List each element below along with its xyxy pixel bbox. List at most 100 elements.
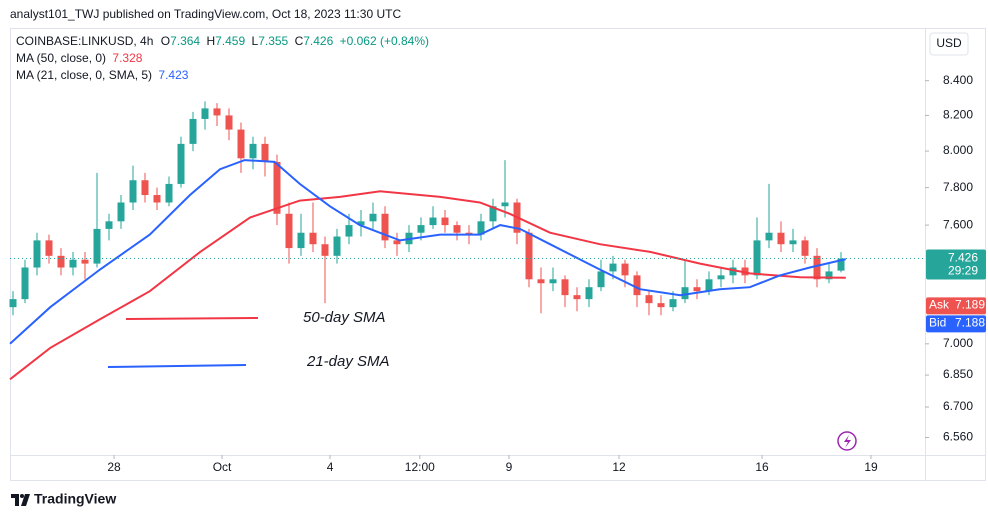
bid-value: 7.188 bbox=[955, 316, 985, 330]
candle-body bbox=[189, 118, 197, 144]
ma-legend: MA (21, close, 0, SMA, 5) 7.423 bbox=[16, 68, 189, 82]
y-tick-label: 6.560 bbox=[943, 430, 973, 444]
candle-body bbox=[81, 259, 89, 264]
candle-body bbox=[93, 228, 101, 264]
bid-label: Bid bbox=[929, 316, 946, 330]
y-tick-label: 7.600 bbox=[943, 217, 973, 231]
candle-body bbox=[501, 202, 509, 207]
legend-name: MA (50, close, 0) bbox=[16, 51, 106, 65]
y-tick-label: 8.400 bbox=[943, 73, 973, 87]
ma-line bbox=[9, 159, 847, 345]
candle-body bbox=[333, 236, 341, 256]
x-tick-label: 12:00 bbox=[405, 460, 435, 474]
candle-body bbox=[201, 108, 209, 119]
y-tick-label: 8.200 bbox=[943, 108, 973, 122]
candle-body bbox=[417, 225, 425, 233]
candle-body bbox=[57, 255, 65, 268]
candle-body bbox=[357, 221, 365, 226]
candle-body bbox=[681, 287, 689, 300]
candle-body bbox=[645, 295, 653, 304]
candle-body bbox=[105, 221, 113, 229]
candle-body bbox=[453, 225, 461, 233]
ohlc-label: O bbox=[161, 34, 170, 48]
ohlc-label: H bbox=[206, 34, 215, 48]
publisher-line: analyst101_TWJ published on TradingView.… bbox=[10, 7, 401, 21]
candle-body bbox=[381, 213, 389, 241]
ohlc-label: L bbox=[252, 34, 259, 48]
change: +0.062 (+0.84%) bbox=[340, 34, 429, 48]
candle-body bbox=[285, 213, 293, 249]
ohlc-legend: COINBASE:LINKUSD, 4h O7.364 H7.459 L7.35… bbox=[16, 34, 429, 48]
candle-body bbox=[321, 244, 329, 256]
bid-box bbox=[926, 315, 986, 333]
candle-body bbox=[561, 279, 569, 296]
ask-label: Ask bbox=[929, 298, 950, 312]
logo-dot bbox=[20, 494, 24, 498]
candle-body bbox=[45, 240, 53, 256]
ohlc-label: C bbox=[295, 34, 304, 48]
annotation-line bbox=[107, 364, 247, 368]
x-tick-label: 16 bbox=[755, 460, 769, 474]
last-price-label: 7.426 bbox=[948, 251, 978, 265]
candle-body bbox=[573, 295, 581, 300]
candle-body bbox=[597, 271, 605, 288]
candle-body bbox=[69, 259, 77, 268]
candle-body bbox=[729, 267, 737, 276]
currency[interactable]: USD bbox=[936, 36, 962, 50]
candle-body bbox=[585, 287, 593, 300]
candle-body bbox=[837, 258, 845, 271]
candle-body bbox=[249, 143, 257, 159]
candle-body bbox=[489, 206, 497, 222]
alert-icon[interactable] bbox=[837, 431, 857, 451]
annotation: 21-day SMA bbox=[306, 353, 390, 370]
x-tick-label: 9 bbox=[506, 460, 513, 474]
candle-body bbox=[621, 263, 629, 276]
candle-body bbox=[237, 129, 245, 159]
logo bbox=[11, 494, 30, 506]
candle-body bbox=[117, 202, 125, 222]
candle-body bbox=[657, 303, 665, 308]
ask-value: 7.189 bbox=[955, 298, 985, 312]
last-price-box bbox=[926, 249, 986, 280]
countdown: 29:29 bbox=[948, 264, 978, 278]
alert-bolt bbox=[844, 435, 851, 448]
legend-name: MA (21, close, 0, SMA, 5) bbox=[16, 68, 152, 82]
x-tick-label: 12 bbox=[612, 460, 626, 474]
y-tick-label: 6.850 bbox=[943, 367, 973, 381]
candle-body bbox=[369, 213, 377, 222]
candle-body bbox=[801, 240, 809, 256]
candle-body bbox=[273, 161, 281, 214]
candle-body bbox=[177, 143, 185, 184]
candle-body bbox=[825, 271, 833, 280]
legend-value: 7.423 bbox=[158, 68, 188, 82]
ohlc-value: 7.426 bbox=[303, 34, 333, 48]
candle-body bbox=[309, 232, 317, 245]
candle-body bbox=[213, 108, 221, 116]
candle-body bbox=[753, 240, 761, 276]
candle-body bbox=[153, 195, 161, 203]
candle-body bbox=[477, 221, 485, 235]
currency-button[interactable] bbox=[929, 32, 969, 56]
candle-body bbox=[261, 143, 269, 162]
y-tick-label: 8.000 bbox=[943, 143, 973, 157]
ask-box bbox=[926, 297, 986, 315]
candle-body bbox=[717, 275, 725, 280]
legend-value: 7.328 bbox=[112, 51, 142, 65]
y-tick-label: 6.700 bbox=[943, 399, 973, 413]
candle-body bbox=[393, 240, 401, 245]
candle-body bbox=[141, 180, 149, 196]
candle-body bbox=[789, 240, 797, 245]
candle-body bbox=[129, 180, 137, 203]
candle-body bbox=[765, 232, 773, 241]
candle-body bbox=[633, 275, 641, 296]
ma-line bbox=[9, 190, 846, 381]
candle-body bbox=[609, 263, 617, 272]
annotation-line bbox=[125, 317, 259, 320]
candle-body bbox=[9, 299, 17, 308]
candle-body bbox=[21, 267, 29, 300]
candle-body bbox=[705, 279, 713, 292]
candle-body bbox=[429, 217, 437, 226]
annotation: 50-day SMA bbox=[303, 309, 386, 326]
candle-body bbox=[537, 279, 545, 284]
